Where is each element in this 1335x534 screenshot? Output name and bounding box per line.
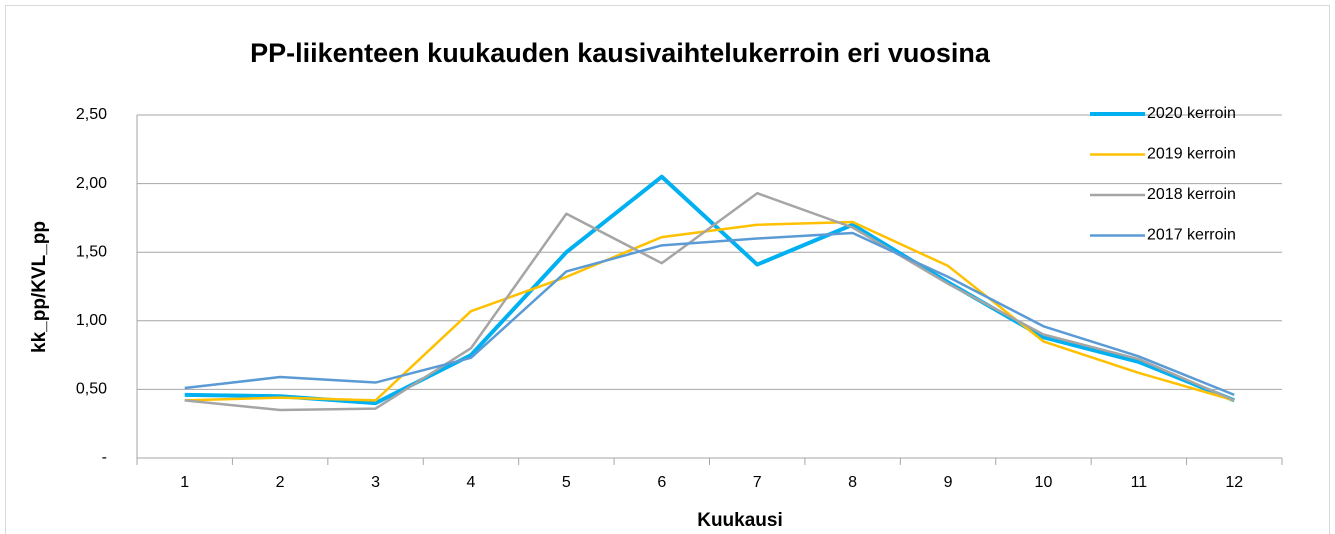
y-tick-label: 1,50 [76, 243, 107, 260]
chart-border [5, 5, 1330, 534]
y-axis-title: kk_pp/KVL_pp [29, 221, 50, 353]
series-line [184, 191, 1235, 412]
legend-label: 2020 kerroin [1147, 105, 1236, 122]
y-tick-label: 2,50 [76, 106, 107, 123]
x-tick-label: 2 [276, 474, 285, 491]
x-tick-label: 7 [753, 474, 762, 491]
y-tick-label: 1,00 [76, 312, 107, 329]
legend-label: 2019 kerroin [1147, 146, 1236, 163]
x-tick-label: 10 [1035, 474, 1053, 491]
x-axis-title: Kuukausi [697, 510, 783, 531]
chart-title: PP-liikenteen kuukauden kausivaihteluker… [250, 38, 991, 68]
y-tick-label: 0,50 [76, 381, 107, 398]
x-tick-label: 1 [180, 474, 189, 491]
x-tick-label: 8 [848, 474, 857, 491]
series-line [184, 231, 1235, 397]
x-tick-label: 9 [944, 474, 953, 491]
x-tick-label: 11 [1131, 474, 1148, 491]
legend-label: 2017 kerroin [1147, 227, 1236, 244]
series-line [184, 220, 1235, 402]
x-tick-label: 3 [371, 474, 380, 491]
y-tick-label: 2,00 [76, 175, 107, 192]
x-tick-label: 6 [657, 474, 666, 491]
x-tick-label: 12 [1225, 474, 1243, 491]
y-tick-label: - [102, 449, 107, 466]
x-tick-label: 5 [562, 474, 571, 491]
x-tick-label: 4 [467, 474, 476, 491]
series-line [184, 174, 1236, 406]
legend-label: 2018 kerroin [1147, 186, 1236, 203]
